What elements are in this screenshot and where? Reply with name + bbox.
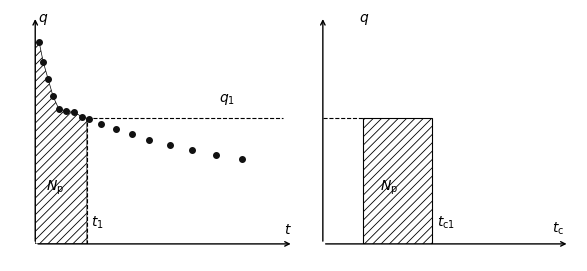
Text: $N_\mathrm{p}$: $N_\mathrm{p}$ bbox=[46, 178, 64, 197]
Polygon shape bbox=[363, 118, 432, 244]
Polygon shape bbox=[35, 42, 87, 244]
Text: $N_\mathrm{p}$: $N_\mathrm{p}$ bbox=[380, 178, 398, 197]
Text: $q$: $q$ bbox=[38, 12, 49, 27]
Text: $t$: $t$ bbox=[284, 223, 291, 237]
Text: $t_\mathrm{c1}$: $t_\mathrm{c1}$ bbox=[437, 214, 455, 231]
Text: $q$: $q$ bbox=[359, 12, 369, 27]
Text: $q_1$: $q_1$ bbox=[219, 92, 235, 107]
Text: $t_\mathrm{c}$: $t_\mathrm{c}$ bbox=[552, 221, 565, 237]
Text: $t_1$: $t_1$ bbox=[91, 214, 103, 231]
